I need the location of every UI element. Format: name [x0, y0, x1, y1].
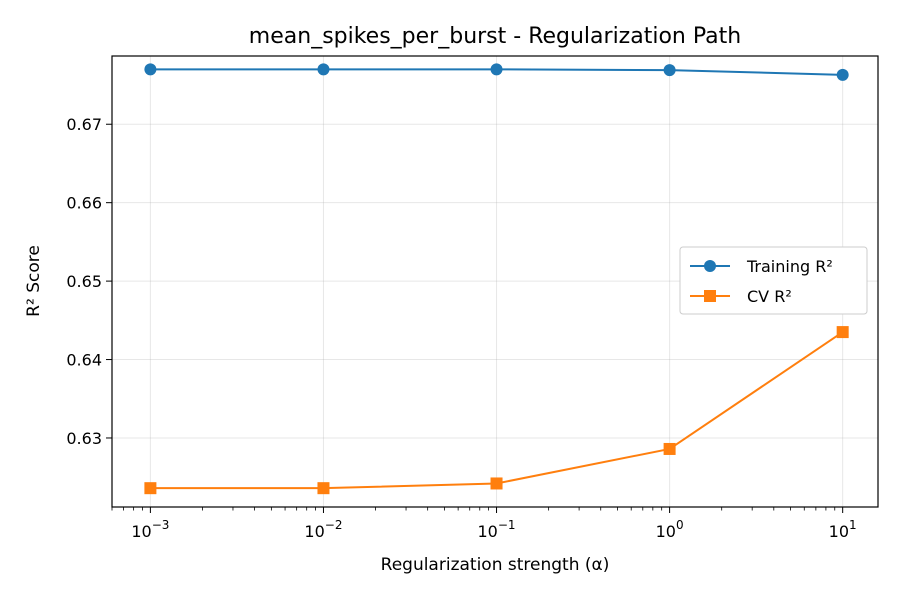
data-point [490, 477, 503, 490]
y-tick-label: 0.66 [66, 194, 102, 213]
data-point [663, 64, 676, 77]
legend-box [679, 246, 868, 315]
y-tick-label: 0.65 [66, 272, 102, 291]
data-point [144, 482, 157, 495]
x-minor-ticks [111, 507, 836, 511]
x-axis-ticks: 10−3 10−2 10−1 100 101 [131, 507, 857, 541]
data-point [663, 442, 676, 455]
x-tick-label: 101 [829, 518, 857, 541]
x-axis-label: Regularization strength (α) [381, 555, 610, 575]
x-tick-label: 100 [656, 518, 684, 541]
series-markers [144, 63, 849, 495]
y-axis-label: R² Score [24, 245, 44, 317]
y-tick-label: 0.67 [66, 115, 102, 134]
data-point [317, 482, 330, 495]
legend-marker-training [704, 260, 716, 272]
data-point [836, 68, 849, 81]
y-axis-ticks: 0.63 0.64 0.65 0.66 0.67 [66, 115, 112, 448]
data-point [317, 63, 330, 76]
legend-label-training: Training R² [746, 257, 833, 276]
y-tick-label: 0.64 [66, 351, 102, 370]
data-point [490, 63, 503, 76]
data-point [836, 326, 849, 339]
x-tick-label: 10−3 [131, 518, 169, 541]
legend-marker-cv [704, 290, 716, 302]
y-tick-label: 0.63 [66, 429, 102, 448]
grid [112, 56, 878, 507]
data-point [144, 63, 157, 76]
x-tick-label: 10−2 [304, 518, 342, 541]
x-tick-label: 10−1 [478, 518, 516, 541]
chart-title: mean_spikes_per_burst - Regularization P… [249, 24, 741, 49]
legend-label-cv: CV R² [747, 287, 792, 306]
legend: Training R² CV R² [679, 246, 868, 315]
